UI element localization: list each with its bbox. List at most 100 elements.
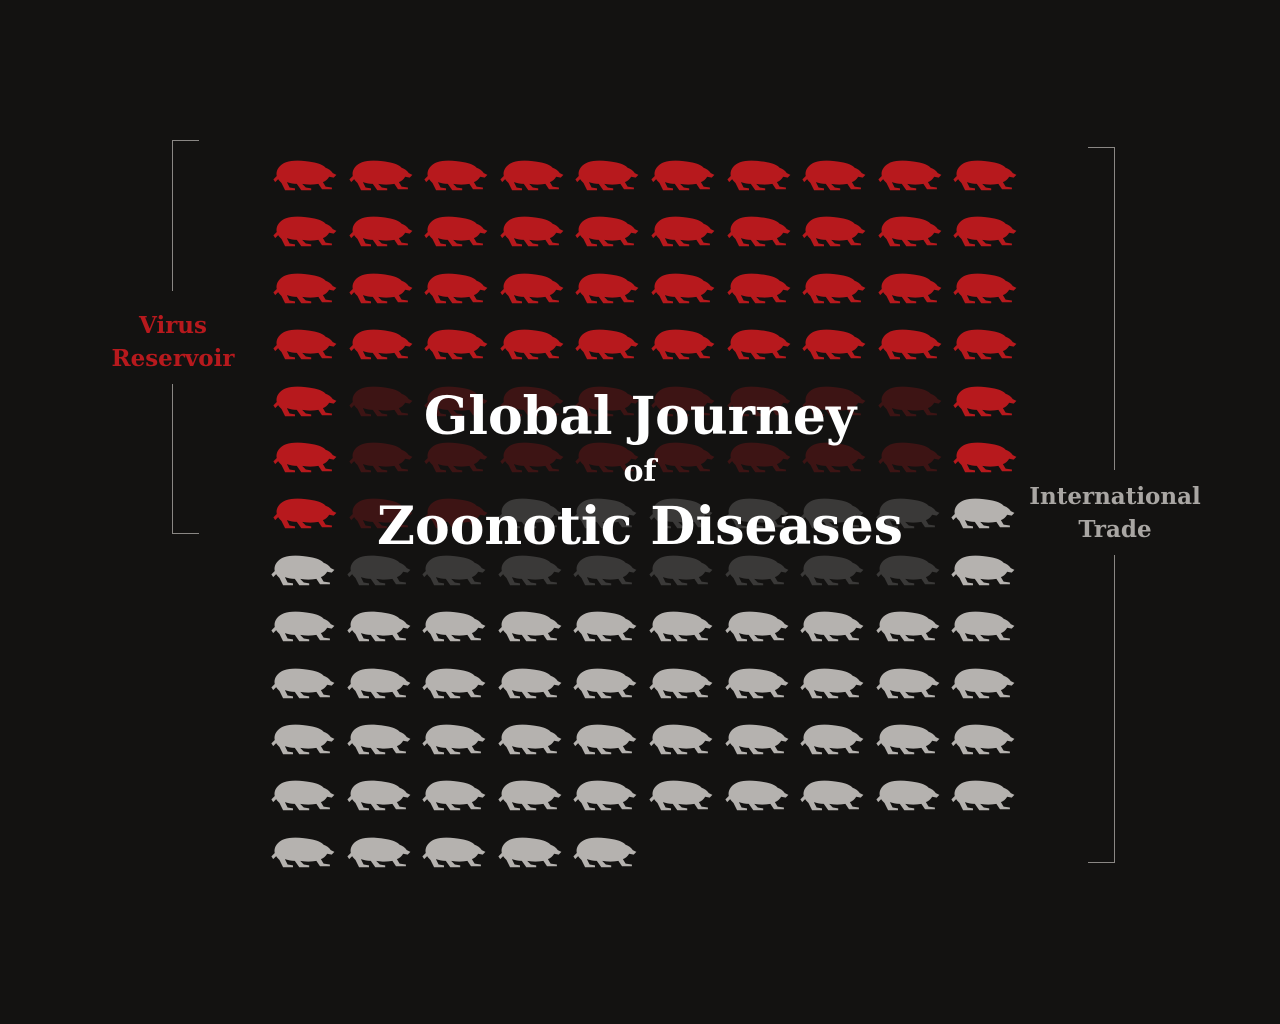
walking-mammal-icon (724, 498, 788, 529)
virus-reservoir-bracket-bottom (172, 384, 199, 534)
walking-mammal-icon (271, 555, 335, 585)
walking-mammal-icon (649, 498, 713, 529)
walking-mammal-icon (424, 273, 488, 303)
walking-mammal-icon (953, 273, 1017, 303)
walking-mammal-icon (878, 329, 942, 360)
walking-mammal-icon (424, 442, 488, 473)
walking-mammal-icon (498, 498, 562, 529)
walking-mammal-icon (348, 442, 412, 473)
walking-mammal-icon (573, 498, 637, 529)
international-trade-bracket-bottom (1088, 555, 1115, 863)
walking-mammal-icon (953, 386, 1017, 416)
walking-mammal-icon (500, 386, 564, 416)
walking-mammal-icon (878, 216, 942, 247)
page-title: Global Journey of Zoonotic Diseases (340, 385, 940, 559)
walking-mammal-icon (651, 273, 715, 303)
walking-mammal-icon (273, 442, 337, 473)
walking-mammal-icon (951, 724, 1015, 755)
walking-mammal-icon (424, 498, 488, 529)
walking-mammal-icon (498, 780, 562, 811)
walking-mammal-icon (348, 216, 412, 247)
walking-mammal-icon (802, 386, 866, 416)
walking-mammal-icon (500, 442, 564, 473)
walking-mammal-icon (649, 780, 713, 811)
walking-mammal-icon (951, 780, 1015, 811)
walking-mammal-icon (649, 555, 713, 585)
walking-mammal-icon (273, 386, 337, 416)
walking-mammal-icon (724, 724, 788, 755)
walking-mammal-icon (500, 160, 564, 191)
walking-mammal-icon (878, 273, 942, 303)
walking-mammal-icon (422, 611, 486, 642)
walking-mammal-icon (273, 160, 337, 191)
virus-reservoir-label: Virus Reservoir (111, 312, 235, 372)
walking-mammal-icon (876, 780, 940, 811)
walking-mammal-icon (498, 611, 562, 642)
walking-mammal-icon (271, 724, 335, 755)
walking-mammal-icon (953, 442, 1017, 473)
walking-mammal-icon (724, 611, 788, 642)
walking-mammal-icon (726, 329, 790, 360)
walking-mammal-icon (802, 442, 866, 473)
walking-mammal-icon (724, 555, 788, 585)
walking-mammal-icon (951, 555, 1015, 585)
walking-mammal-icon (346, 724, 410, 755)
walking-mammal-icon (953, 216, 1017, 247)
walking-mammal-icon (424, 160, 488, 191)
walking-mammal-icon (649, 724, 713, 755)
walking-mammal-icon (724, 668, 788, 698)
walking-mammal-icon (273, 498, 337, 529)
walking-mammal-icon (802, 273, 866, 303)
walking-mammal-icon (575, 386, 639, 416)
walking-mammal-icon (649, 611, 713, 642)
walking-mammal-icon (878, 386, 942, 416)
walking-mammal-icon (876, 555, 940, 585)
walking-mammal-icon (876, 498, 940, 529)
walking-mammal-icon (348, 273, 412, 303)
international-trade-bracket-top (1088, 147, 1115, 470)
walking-mammal-icon (346, 780, 410, 811)
walking-mammal-icon (573, 611, 637, 642)
international-trade-label: International Trade (1029, 483, 1201, 543)
walking-mammal-icon (346, 555, 410, 585)
walking-mammal-icon (348, 386, 412, 416)
walking-mammal-icon (575, 273, 639, 303)
walking-mammal-icon (498, 555, 562, 585)
walking-mammal-icon (651, 386, 715, 416)
walking-mammal-icon (575, 160, 639, 191)
walking-mammal-icon (802, 329, 866, 360)
walking-mammal-icon (422, 668, 486, 698)
walking-mammal-icon (498, 668, 562, 698)
walking-mammal-icon (348, 498, 412, 529)
walking-mammal-icon (651, 216, 715, 247)
walking-mammal-icon (424, 386, 488, 416)
walking-mammal-icon (876, 668, 940, 698)
walking-mammal-icon (500, 216, 564, 247)
walking-mammal-icon (498, 837, 562, 867)
walking-mammal-icon (726, 160, 790, 191)
walking-mammal-icon (802, 160, 866, 191)
walking-mammal-icon (575, 216, 639, 247)
walking-mammal-icon (271, 780, 335, 811)
walking-mammal-icon (346, 668, 410, 698)
walking-mammal-icon (802, 216, 866, 247)
walking-mammal-icon (273, 329, 337, 360)
walking-mammal-icon (953, 329, 1017, 360)
walking-mammal-icon (271, 837, 335, 867)
walking-mammal-icon (273, 216, 337, 247)
walking-mammal-icon (800, 498, 864, 529)
walking-mammal-icon (500, 329, 564, 360)
walking-mammal-icon (422, 780, 486, 811)
walking-mammal-icon (498, 724, 562, 755)
title-line-zoonotic-diseases: Zoonotic Diseases (377, 496, 903, 557)
walking-mammal-icon (651, 442, 715, 473)
walking-mammal-icon (573, 668, 637, 698)
walking-mammal-icon (348, 329, 412, 360)
walking-mammal-icon (651, 329, 715, 360)
walking-mammal-icon (573, 555, 637, 585)
walking-mammal-icon (876, 724, 940, 755)
walking-mammal-icon (271, 668, 335, 698)
walking-mammal-icon (346, 611, 410, 642)
